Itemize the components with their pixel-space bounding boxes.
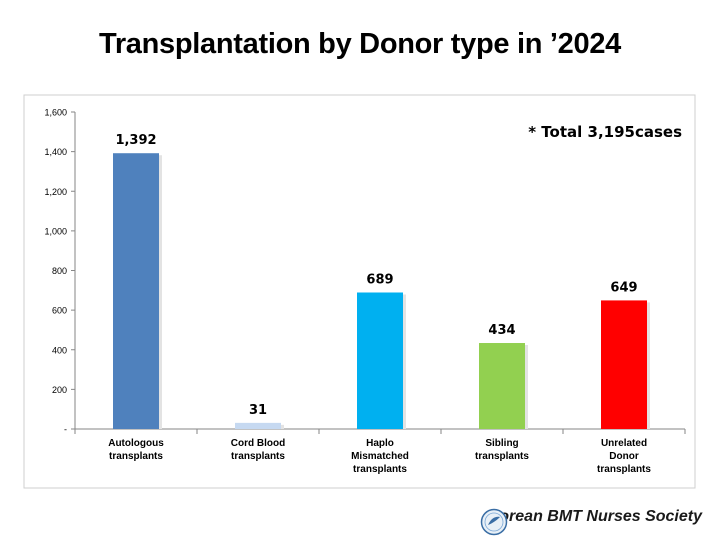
bar bbox=[235, 422, 281, 429]
bar-value-label: 689 bbox=[366, 272, 393, 287]
society-logo-icon bbox=[480, 508, 507, 536]
bar bbox=[601, 300, 647, 429]
footer: Korean BMT Nurses Society bbox=[480, 508, 702, 536]
y-tick-label: 1,200 bbox=[44, 187, 67, 197]
x-category-label: transplants bbox=[353, 464, 407, 475]
y-tick-label: 1,600 bbox=[44, 108, 67, 118]
x-category-label: Donor bbox=[609, 451, 639, 462]
bar-value-label: 31 bbox=[249, 403, 267, 418]
y-tick-label: 800 bbox=[52, 266, 67, 276]
footer-org-name: Korean BMT Nurses Society bbox=[487, 508, 702, 525]
x-category-label: Sibling bbox=[485, 438, 518, 449]
x-category-label: Haplo bbox=[366, 438, 394, 449]
y-tick-label: - bbox=[64, 425, 67, 435]
total-annotation: * Total 3,195cases bbox=[528, 123, 682, 141]
y-tick-label: 1,000 bbox=[44, 226, 67, 236]
bar-value-label: 434 bbox=[488, 323, 515, 338]
bar-value-label: 1,392 bbox=[115, 133, 156, 148]
x-category-label: transplants bbox=[231, 451, 285, 462]
x-category-label: Unrelated bbox=[601, 438, 647, 449]
bar-value-label: 649 bbox=[610, 280, 637, 295]
x-category-label: Autologous bbox=[108, 438, 164, 449]
y-tick-label: 600 bbox=[52, 306, 67, 316]
x-category-label: transplants bbox=[109, 451, 163, 462]
x-category-label: transplants bbox=[597, 464, 651, 475]
x-category-label: Mismatched bbox=[351, 451, 409, 462]
x-category-label: Cord Blood bbox=[231, 438, 285, 449]
slide-title: Transplantation by Donor type in ’2024 bbox=[99, 28, 621, 60]
bar bbox=[479, 343, 525, 429]
y-tick-label: 400 bbox=[52, 345, 67, 355]
bar bbox=[113, 153, 159, 429]
x-category-label: transplants bbox=[475, 451, 529, 462]
bar bbox=[357, 292, 403, 429]
y-tick-label: 200 bbox=[52, 385, 67, 395]
y-tick-label: 1,400 bbox=[44, 147, 67, 157]
